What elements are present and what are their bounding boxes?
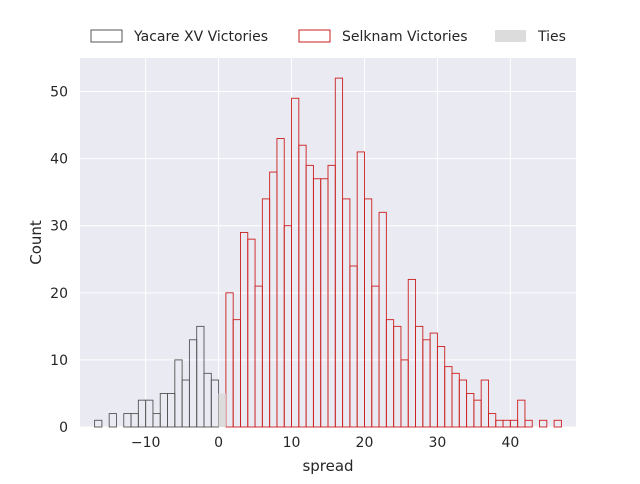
- y-tick-label: 40: [50, 152, 68, 168]
- legend-swatch: [298, 29, 331, 43]
- y-tick-label: 30: [50, 219, 68, 235]
- bar-selknam-victories: [553, 419, 562, 428]
- bar-selknam-victories: [524, 419, 533, 428]
- histogram-bars: [94, 77, 562, 428]
- bar-yacare-xv-victories: [210, 379, 220, 428]
- y-tick-label: 50: [50, 85, 68, 101]
- bar-selknam-victories: [517, 399, 526, 428]
- y-tick-label: 10: [50, 353, 68, 369]
- legend-swatch: [90, 29, 123, 43]
- bar-yacare-xv-victories: [94, 419, 103, 428]
- bar-selknam-victories: [480, 379, 489, 428]
- x-tick-label: −10: [131, 435, 161, 451]
- bar-selknam-victories: [539, 419, 548, 428]
- legend-item-yacare-xv-victories: Yacare XV Victories: [90, 29, 268, 45]
- x-axis-label: spread: [302, 457, 353, 475]
- legend-swatch: [495, 30, 526, 42]
- y-tick-label: 20: [50, 286, 68, 302]
- x-tick-label: 0: [214, 435, 223, 451]
- y-tick-label: 0: [59, 420, 68, 436]
- x-tick-label: 20: [356, 435, 374, 451]
- y-axis-label: Count: [27, 220, 45, 265]
- legend: Yacare XV Victories Selknam Victories Ties: [90, 29, 566, 45]
- x-tick-label: 10: [283, 435, 301, 451]
- bar-ties: [218, 393, 226, 427]
- legend-label: Yacare XV Victories: [133, 29, 268, 45]
- legend-item-selknam-victories: Selknam Victories: [298, 29, 468, 45]
- legend-label: Selknam Victories: [342, 29, 468, 45]
- x-tick-label: 40: [501, 435, 519, 451]
- bar-yacare-xv-victories: [108, 413, 117, 428]
- legend-label: Ties: [537, 29, 566, 45]
- tick-labels: −10 0 10 20 30 40 0 10 20 30 40 50: [50, 85, 519, 451]
- legend-item-ties: Ties: [495, 29, 566, 45]
- x-tick-label: 30: [428, 435, 446, 451]
